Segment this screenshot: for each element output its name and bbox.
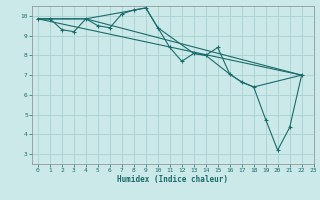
X-axis label: Humidex (Indice chaleur): Humidex (Indice chaleur): [117, 175, 228, 184]
